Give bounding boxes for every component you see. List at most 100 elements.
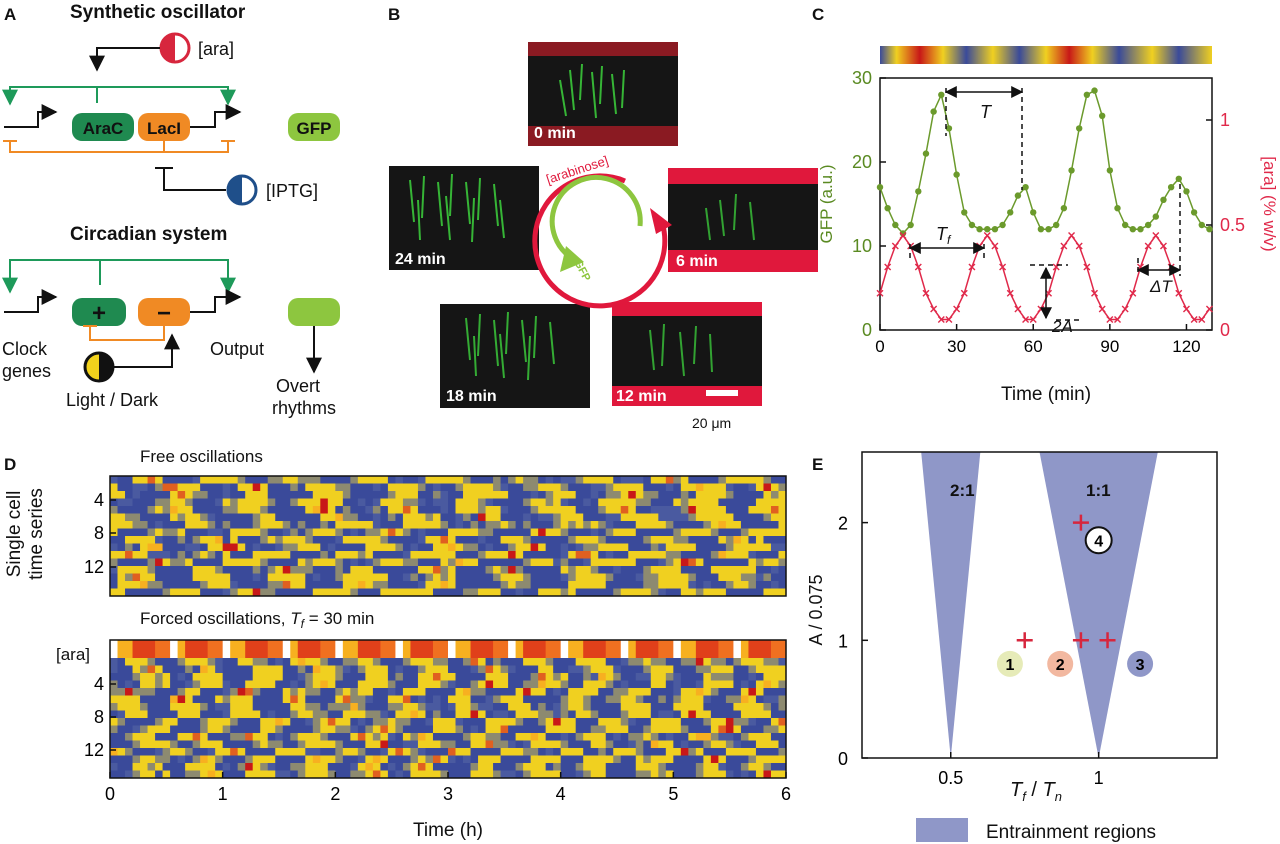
heatmap-cell: [590, 573, 599, 582]
heatmap-cell: [560, 733, 569, 741]
heatmap-cell: [402, 566, 411, 574]
heatmap-cell: [688, 710, 697, 719]
heatmap-cell: [455, 543, 464, 552]
heatmap-cell: [598, 770, 607, 779]
heatmap-cell: [365, 733, 374, 741]
heatmap-cell: [297, 573, 306, 582]
heatmap-cell: [185, 588, 194, 597]
heatmap-cell: [673, 755, 682, 764]
heatmap-cell: [665, 763, 674, 771]
heatmap-cell: [117, 755, 126, 764]
heatmap-cell: [260, 680, 269, 689]
heatmap-cell: [290, 755, 299, 764]
heatmap-cell: [620, 703, 629, 711]
heatmap-cell: [282, 688, 291, 696]
heatmap-cell: [402, 476, 411, 484]
heatmap-cell: [222, 688, 231, 696]
heatmap-cell: [748, 543, 757, 552]
heatmap-cell: [215, 513, 224, 522]
heatmap-cell: [110, 725, 119, 734]
heatmap-cell: [215, 498, 224, 507]
heatmap-cell: [598, 506, 607, 514]
gfp-point: [1022, 184, 1029, 191]
heatmap-cell: [275, 680, 284, 689]
heatmap-cell: [297, 476, 306, 484]
heatmap-cell: [568, 483, 577, 492]
overt-label-1: Overt: [276, 376, 320, 396]
heatmap-cell: [245, 536, 254, 544]
heatmap-cell: [493, 763, 502, 771]
heatmap-cell: [357, 543, 366, 552]
heatmap-cell: [170, 566, 179, 574]
heatmap-cell: [515, 740, 524, 749]
heatmap-cell: [763, 688, 772, 696]
heatmap-cell: [365, 521, 374, 529]
heatmap-cell: [185, 673, 194, 681]
heatmap-cell: [402, 536, 411, 544]
heatmap-cell: [245, 658, 254, 666]
heatmap-cell: [432, 673, 441, 681]
heatmap-cell: [117, 491, 126, 499]
heatmap-cell: [658, 543, 667, 552]
d-ytick-top-label: 12: [84, 557, 104, 577]
heatmap-cell: [553, 763, 562, 771]
heatmap-cell: [590, 770, 599, 779]
heatmap-cell: [290, 528, 299, 537]
heatmap-cell: [327, 710, 336, 719]
heatmap-cell: [305, 718, 314, 726]
heatmap-cell: [500, 536, 509, 544]
heatmap-cell: [395, 483, 404, 492]
heatmap-cell: [380, 740, 389, 749]
heatmap-cell: [155, 710, 164, 719]
heatmap-cell: [733, 543, 742, 552]
heatmap-cell: [598, 558, 607, 567]
heatmap-cell: [628, 483, 637, 492]
heatmap-cell: [215, 573, 224, 582]
heatmap-cell: [170, 748, 179, 756]
heatmap-cell: [695, 740, 704, 749]
gfp-point: [892, 221, 899, 229]
heatmap-cell: [417, 673, 426, 681]
gfp-point: [922, 150, 930, 157]
heatmap-cell: [508, 536, 517, 544]
heatmap-cell: [665, 543, 674, 552]
heatmap-cell: [553, 536, 562, 544]
heatmap-cell: [718, 680, 727, 689]
heatmap-cell: [110, 566, 119, 574]
heatmap-cell: [590, 506, 599, 514]
heatmap-cell: [252, 763, 261, 771]
heatmap-cell: [177, 483, 186, 492]
heatmap-cell: [192, 543, 201, 552]
heatmap-cell: [342, 521, 351, 529]
heatmap-cell: [312, 528, 321, 537]
heatmap-cell: [530, 733, 539, 741]
heatmap-cell: [478, 748, 487, 756]
heatmap-cell: [553, 710, 562, 719]
heatmap-cell: [177, 710, 186, 719]
heatmap-cell: [312, 755, 321, 764]
heatmap-cell: [523, 748, 532, 756]
heatmap-cell: [755, 770, 764, 779]
heatmap-cell: [432, 491, 441, 499]
free-heatmap-frame: [109, 475, 787, 597]
heatmap-cell: [417, 521, 426, 529]
heatmap-cell: [395, 733, 404, 741]
heatmap-cell: [342, 588, 351, 597]
heatmap-cell: [568, 551, 577, 559]
ara-point: [1198, 316, 1206, 323]
heatmap-cell: [335, 755, 344, 764]
heatmap-cell: [695, 506, 704, 514]
heatmap-cell: [215, 733, 224, 741]
heatmap-cell: [440, 551, 449, 559]
heatmap-cell: [568, 521, 577, 529]
heatmap-cell: [590, 498, 599, 507]
heatmap-cell: [327, 506, 336, 514]
heatmap-cell: [733, 733, 742, 741]
heatmap-cell: [335, 763, 344, 771]
heatmap-cell: [733, 673, 742, 681]
heatmap-cell: [478, 513, 487, 522]
heatmap-cell: [132, 770, 141, 779]
heatmap-cell: [185, 725, 194, 734]
heatmap-cell: [583, 483, 592, 492]
heatmap-cell: [290, 581, 299, 589]
